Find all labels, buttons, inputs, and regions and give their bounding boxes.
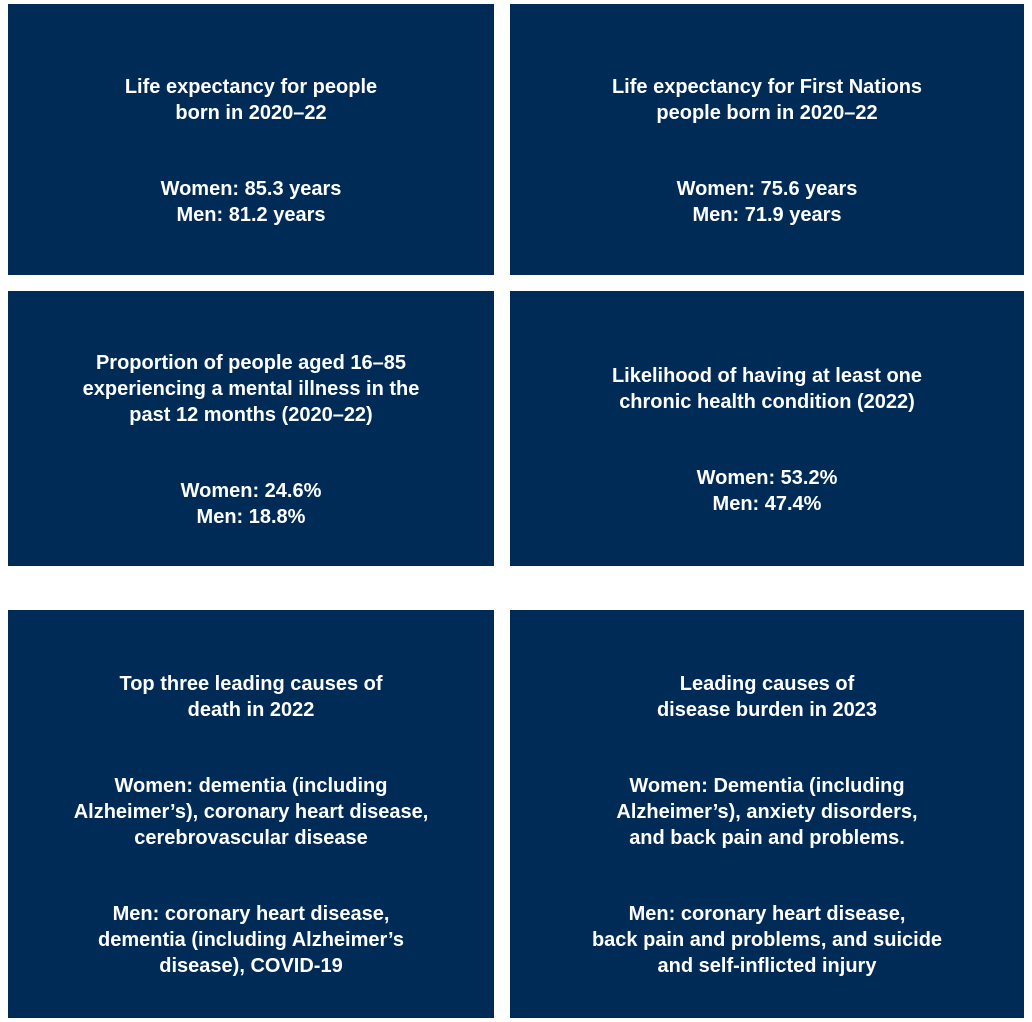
card-body: Women: 24.6% Men: 18.8%	[8, 478, 494, 530]
body-line: Men: coronary heart disease,	[628, 903, 906, 925]
body-line: cerebrovascular disease	[134, 827, 368, 849]
body-line: Men: 81.2 years	[176, 203, 326, 226]
body-line: Women: 53.2%	[696, 466, 838, 489]
body-paragraph: Women: 53.2% Men: 47.4%	[510, 465, 1024, 517]
card-title: Likelihood of having at least one chronic…	[510, 363, 1024, 415]
body-paragraph: Women: 75.6 years Men: 71.9 years	[510, 176, 1024, 228]
body-line: dementia (including Alzheimer’s	[98, 929, 404, 951]
card-title: Life expectancy for First Nations people …	[510, 74, 1024, 126]
body-line: and back pain and problems.	[629, 827, 905, 849]
title-line: Proportion of people aged 16–85	[95, 351, 407, 374]
title-line: disease burden in 2023	[656, 699, 878, 721]
title-line: Life expectancy for First Nations	[611, 75, 923, 98]
title-line: Top three leading causes of	[119, 673, 383, 695]
body-line: Men: 71.9 years	[692, 203, 842, 226]
card-body: Women: dementia (including Alzheimer’s), …	[8, 773, 494, 979]
body-line: Women: 24.6%	[180, 479, 322, 502]
body-paragraph: Women: dementia (including Alzheimer’s), …	[8, 773, 494, 851]
body-line: Women: 75.6 years	[676, 177, 858, 200]
body-paragraph: Women: 24.6% Men: 18.8%	[8, 478, 494, 530]
body-line: Women: 85.3 years	[160, 177, 342, 200]
title-line: past 12 months (2020–22)	[129, 403, 373, 426]
card-title: Top three leading causes of death in 2022	[8, 671, 494, 723]
body-line: disease), COVID-19	[159, 955, 343, 977]
card-body: Women: 53.2% Men: 47.4%	[510, 465, 1024, 517]
info-card: Leading causes of disease burden in 2023 W…	[510, 610, 1024, 1018]
card-title: Leading causes of disease burden in 2023	[510, 671, 1024, 723]
info-card: Life expectancy for First Nations people …	[510, 4, 1024, 275]
body-line: Men: 18.8%	[196, 505, 306, 528]
title-line: Life expectancy for people	[124, 75, 378, 98]
title-line: born in 2020–22	[175, 101, 327, 124]
body-paragraph: Men: coronary heart disease, back pain an…	[510, 901, 1024, 979]
info-card: Proportion of people aged 16–85 experienc…	[8, 291, 494, 566]
info-card: Likelihood of having at least one chronic…	[510, 291, 1024, 566]
body-line: Men: coronary heart disease,	[112, 903, 390, 925]
title-line: Likelihood of having at least one	[611, 364, 923, 387]
card-title: Life expectancy for people born in 2020–2…	[8, 74, 494, 126]
title-line: experiencing a mental illness in the	[82, 377, 420, 400]
body-line: Alzheimer’s), coronary heart disease,	[73, 801, 429, 823]
title-line: Leading causes of	[679, 673, 855, 695]
body-line: Men: 47.4%	[712, 492, 822, 515]
body-line: Women: dementia (including	[114, 775, 388, 797]
card-body: Women: 75.6 years Men: 71.9 years	[510, 176, 1024, 228]
body-paragraph: Men: coronary heart disease, dementia (in…	[8, 901, 494, 979]
body-line: Alzheimer’s), anxiety disorders,	[616, 801, 918, 823]
card-title: Proportion of people aged 16–85 experienc…	[8, 350, 494, 428]
title-line: death in 2022	[187, 699, 315, 721]
body-line: and self-inflicted injury	[657, 955, 877, 977]
body-line: back pain and problems, and suicide	[591, 929, 943, 951]
info-card: Life expectancy for people born in 2020–2…	[8, 4, 494, 275]
info-card: Top three leading causes of death in 2022…	[8, 610, 494, 1018]
card-body: Women: 85.3 years Men: 81.2 years	[8, 176, 494, 228]
body-paragraph: Women: 85.3 years Men: 81.2 years	[8, 176, 494, 228]
title-line: chronic health condition (2022)	[619, 390, 915, 413]
title-line: people born in 2020–22	[656, 101, 878, 124]
body-paragraph: Women: Dementia (including Alzheimer’s), …	[510, 773, 1024, 851]
card-body: Women: Dementia (including Alzheimer’s), …	[510, 773, 1024, 979]
body-line: Women: Dementia (including	[629, 775, 905, 797]
